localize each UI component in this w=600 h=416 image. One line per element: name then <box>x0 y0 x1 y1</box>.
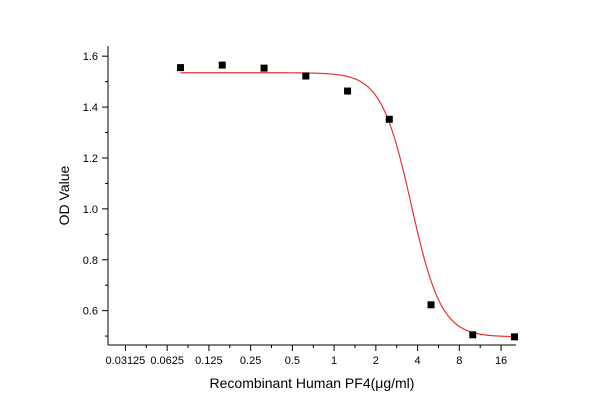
y-tick-label: 0.8 <box>83 255 98 267</box>
fitted-curve-layer <box>180 72 515 338</box>
x-tick-label: 0.5 <box>285 355 300 367</box>
data-points-layer <box>177 61 519 341</box>
y-tick-label: 0.6 <box>83 306 98 318</box>
y-tick-label: 1.4 <box>83 102 98 114</box>
x-axis-title: Recombinant Human PF4(μg/ml) <box>210 375 415 391</box>
data-point <box>385 115 393 123</box>
data-point <box>302 72 310 80</box>
x-tick-label: 0.03125 <box>106 355 146 367</box>
y-tick-label: 1.2 <box>83 153 98 165</box>
data-point <box>344 87 352 95</box>
labels-layer: 0.03125 0.0625 0.125 0.25 0.5 1 2 4 8 16 0.6 0.8 1.0… <box>56 51 507 391</box>
x-tick-label: 4 <box>415 355 421 367</box>
axes <box>102 46 516 351</box>
y-axis-title: OD Value <box>56 165 72 225</box>
y-tick-label: 1.0 <box>83 204 98 216</box>
data-point <box>218 61 226 69</box>
x-tick-label: 0.125 <box>195 355 223 367</box>
y-tick-label: 1.6 <box>83 51 98 63</box>
data-point <box>427 301 435 309</box>
fitted-curve <box>180 72 515 338</box>
x-tick-label: 16 <box>495 355 507 367</box>
data-point <box>511 333 519 341</box>
x-tick-label: 2 <box>373 355 379 367</box>
x-tick-label: 0.0625 <box>150 355 184 367</box>
data-point <box>260 64 268 72</box>
x-tick-label: 1 <box>331 355 337 367</box>
data-point <box>469 331 477 339</box>
x-tick-label: 0.25 <box>240 355 261 367</box>
x-tick-label: 8 <box>456 355 462 367</box>
data-point <box>177 64 185 72</box>
